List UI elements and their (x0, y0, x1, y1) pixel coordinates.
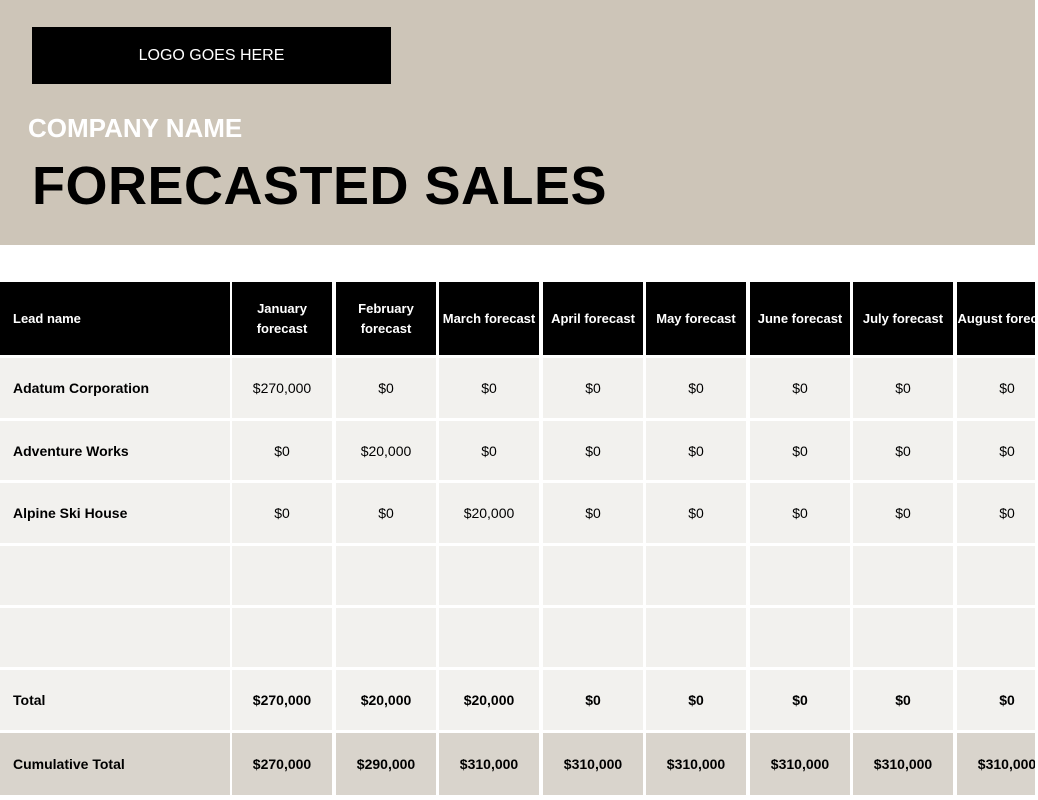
empty-cell (0, 608, 230, 667)
header-cell: February forecast (336, 282, 436, 355)
empty-cell (0, 546, 230, 605)
cumulative-cell: $310,000 (853, 733, 953, 795)
cumulative-cell: Cumulative Total (0, 733, 230, 795)
empty-cell (336, 546, 436, 605)
table-cell: $0 (646, 421, 746, 480)
table-cell: $0 (957, 358, 1035, 418)
table-cell: $0 (646, 483, 746, 543)
header-cell: Lead name (0, 282, 230, 355)
total-cell: $20,000 (439, 670, 539, 730)
total-cell: $0 (750, 670, 850, 730)
company-name: COMPANY NAME (28, 113, 243, 143)
empty-cell (646, 608, 746, 667)
empty-cell (439, 608, 539, 667)
table-cell: $0 (646, 358, 746, 418)
page-title: FORECASTED SALES (32, 156, 608, 216)
total-cell: $0 (957, 670, 1035, 730)
cumulative-cell: $310,000 (543, 733, 643, 795)
cumulative-cell: $310,000 (957, 733, 1035, 795)
header-cell: May forecast (646, 282, 746, 355)
cumulative-cell: $270,000 (232, 733, 332, 795)
table-cell: $0 (232, 483, 332, 543)
empty-cell (750, 608, 850, 667)
table-cell: $0 (336, 358, 436, 418)
cumulative-cell: $310,000 (439, 733, 539, 795)
table-cell: $0 (439, 358, 539, 418)
table-cell: $0 (957, 421, 1035, 480)
header-cell: August forecast (957, 282, 1035, 355)
table-cell: $0 (543, 358, 643, 418)
total-cell: $20,000 (336, 670, 436, 730)
total-cell: $0 (646, 670, 746, 730)
table-cell: Alpine Ski House (0, 483, 230, 543)
header-cell: July forecast (853, 282, 953, 355)
empty-cell (853, 608, 953, 667)
total-cell: Total (0, 670, 230, 730)
empty-cell (232, 546, 332, 605)
table-cell: $20,000 (336, 421, 436, 480)
table-cell: $0 (750, 483, 850, 543)
total-cell: $0 (853, 670, 953, 730)
empty-cell (957, 608, 1035, 667)
table-cell: $0 (853, 358, 953, 418)
table-cell: Adatum Corporation (0, 358, 230, 418)
empty-cell (750, 546, 850, 605)
table-cell: Adventure Works (0, 421, 230, 480)
empty-cell (543, 546, 643, 605)
table-cell: $0 (543, 483, 643, 543)
header-band: LOGO GOES HERE COMPANY NAME FORECASTED S… (0, 0, 1035, 245)
empty-cell (439, 546, 539, 605)
empty-cell (232, 608, 332, 667)
empty-cell (336, 608, 436, 667)
table-cell: $270,000 (232, 358, 332, 418)
table-cell: $0 (439, 421, 539, 480)
table-cell: $0 (853, 421, 953, 480)
table-cell: $0 (853, 483, 953, 543)
cumulative-cell: $290,000 (336, 733, 436, 795)
table-cell: $0 (543, 421, 643, 480)
table-cell: $0 (750, 421, 850, 480)
cumulative-cell: $310,000 (750, 733, 850, 795)
empty-cell (853, 546, 953, 605)
total-cell: $0 (543, 670, 643, 730)
table-cell: $0 (336, 483, 436, 543)
table-cell: $0 (957, 483, 1035, 543)
empty-cell (543, 608, 643, 667)
table-cell: $0 (232, 421, 332, 480)
table-cell: $20,000 (439, 483, 539, 543)
table-cell: $0 (750, 358, 850, 418)
logo: LOGO GOES HERE (32, 27, 391, 84)
empty-cell (957, 546, 1035, 605)
cumulative-cell: $310,000 (646, 733, 746, 795)
empty-cell (646, 546, 746, 605)
header-cell: April forecast (543, 282, 643, 355)
header-cell: January forecast (232, 282, 332, 355)
header-cell: June forecast (750, 282, 850, 355)
total-cell: $270,000 (232, 670, 332, 730)
header-cell: March forecast (439, 282, 539, 355)
